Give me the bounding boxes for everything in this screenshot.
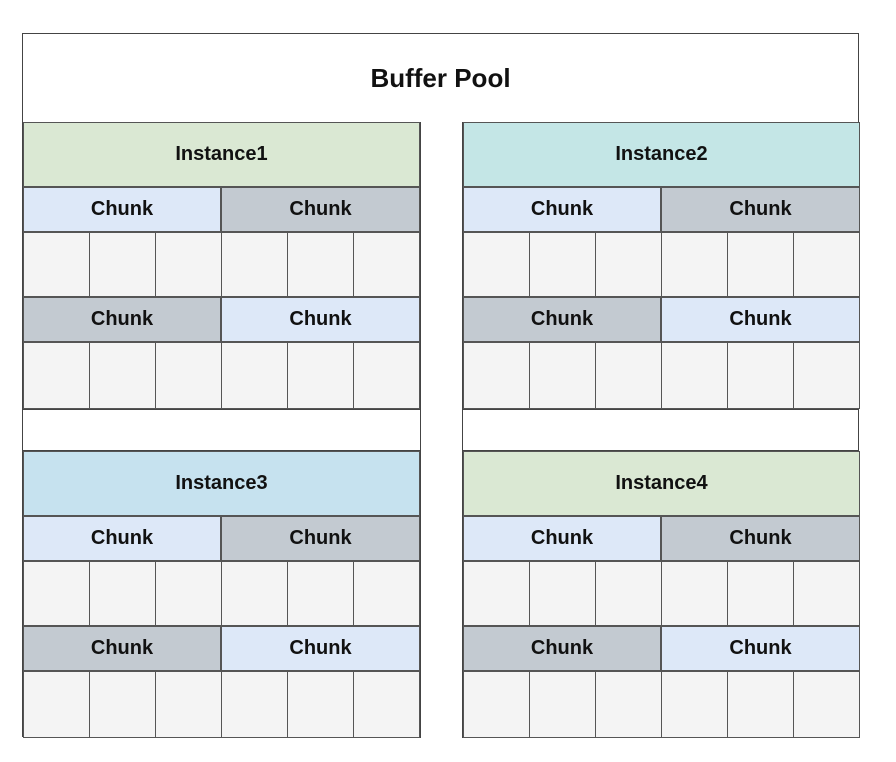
page-cell [661,232,728,297]
buffer-pool-title: Buffer Pool [370,63,511,93]
page-cell [529,342,596,409]
page-cell [661,342,728,409]
page-cell [155,232,222,297]
page-cell [595,342,662,409]
page-cell [221,671,288,738]
page-cell [463,671,530,738]
chunk: Chunk [661,516,860,561]
chunk: Chunk [221,516,420,561]
chunk: Chunk [463,516,661,561]
page-cell [595,561,662,626]
instance-header: Instance1 [23,122,420,187]
page-cell [155,671,222,738]
page-cell [155,561,222,626]
page-cell [793,232,860,297]
page-cell [793,561,860,626]
page-row [463,561,860,626]
page-cell [221,342,288,409]
divider-line [420,122,421,738]
chunk: Chunk [221,187,420,232]
chunk: Chunk [463,187,661,232]
page-row [23,342,420,409]
page-cell [727,671,794,738]
page-cell [287,561,354,626]
instance-4: Instance4 Chunk Chunk Chunk Chunk [463,451,860,738]
page-cell [89,342,156,409]
page-row [463,232,860,297]
page-cell [221,561,288,626]
instance-header: Instance3 [23,451,420,516]
instance-1: Instance1 Chunk Chunk Chunk Chunk [23,122,420,409]
buffer-pool: Buffer Pool Instance1 Chunk Chunk Chunk … [22,33,860,738]
instance-3: Instance3 Chunk Chunk Chunk Chunk [23,451,420,738]
chunk: Chunk [23,297,221,342]
page-cell [89,232,156,297]
vertical-divider [420,122,463,738]
page-row [463,671,860,738]
divider-line [462,122,463,738]
page-cell [287,342,354,409]
page-cell [595,232,662,297]
page-row [463,342,860,409]
page-cell [463,342,530,409]
chunk: Chunk [221,626,420,671]
page-cell [287,671,354,738]
page-cell [727,232,794,297]
chunk: Chunk [23,516,221,561]
page-cell [287,232,354,297]
page-cell [463,232,530,297]
instance-header: Instance2 [463,122,860,187]
page-cell [463,561,530,626]
chunk: Chunk [661,187,860,232]
instance-header: Instance4 [463,451,860,516]
chunk: Chunk [661,297,860,342]
chunk: Chunk [221,297,420,342]
page-row [23,232,420,297]
page-cell [661,671,728,738]
chunk: Chunk [463,626,661,671]
chunk: Chunk [23,626,221,671]
page-cell [727,342,794,409]
page-cell [353,561,420,626]
page-cell [595,671,662,738]
page-cell [353,342,420,409]
page-cell [353,671,420,738]
page-cell [353,232,420,297]
page-cell [529,561,596,626]
page-cell [793,671,860,738]
page-cell [221,232,288,297]
page-cell [23,232,90,297]
page-cell [793,342,860,409]
page-cell [89,561,156,626]
page-cell [155,342,222,409]
page-cell [23,561,90,626]
page-cell [23,342,90,409]
page-cell [529,232,596,297]
page-cell [727,561,794,626]
page-cell [661,561,728,626]
chunk: Chunk [463,297,661,342]
chunk: Chunk [661,626,860,671]
page-row [23,561,420,626]
page-cell [23,671,90,738]
page-cell [529,671,596,738]
instance-2: Instance2 Chunk Chunk Chunk Chunk [463,122,860,409]
page-row [23,671,420,738]
chunk: Chunk [23,187,221,232]
page-cell [89,671,156,738]
